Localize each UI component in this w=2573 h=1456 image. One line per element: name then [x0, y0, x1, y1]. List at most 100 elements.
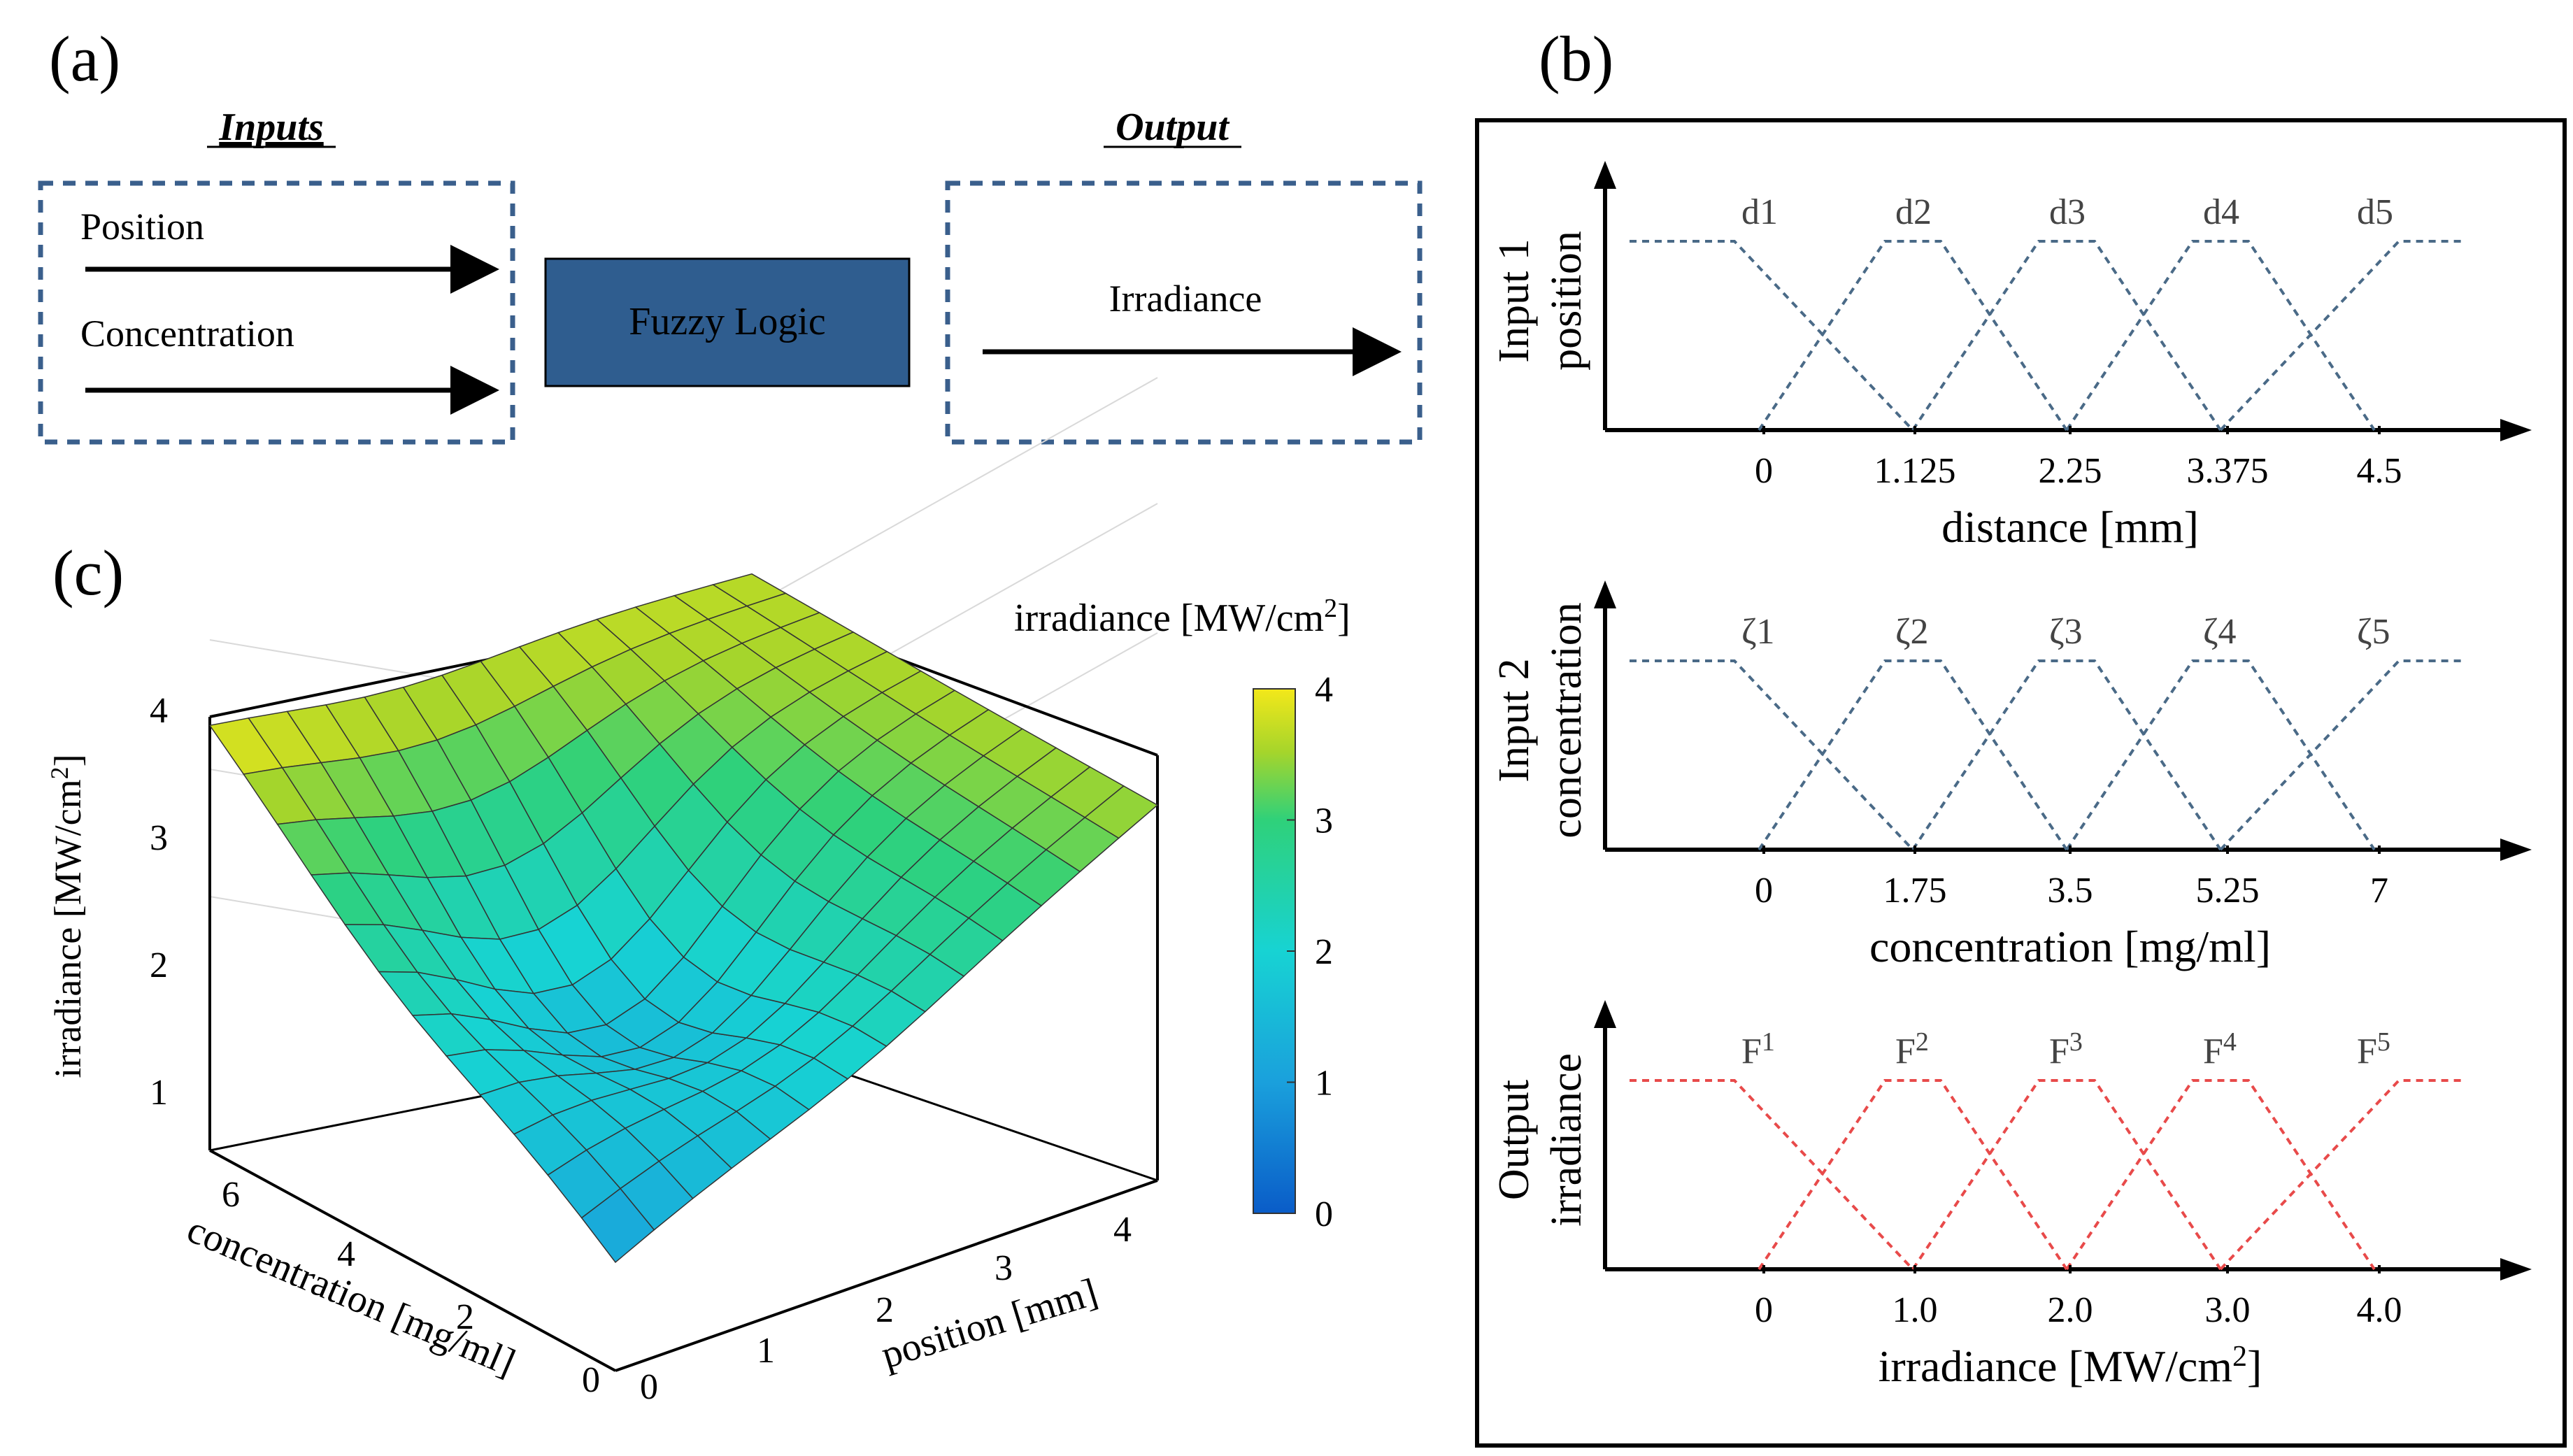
position-tick-label: 1: [757, 1331, 775, 1371]
mf-curve-3: [1911, 240, 2222, 431]
colorbar-tick-label: 4: [1315, 670, 1333, 710]
x-tick-label: 0: [1755, 871, 1773, 911]
set-name-5: d5: [2357, 192, 2393, 232]
x-arrow: [2500, 419, 2532, 441]
membership-plot-1: d1 d2 d3 d4 d5 0 1.125 2.25 3.375 4.5 distance [mm…: [1490, 161, 2532, 552]
set-name-5: F5: [2357, 1027, 2390, 1071]
set-name-4: ζ4: [2203, 612, 2237, 652]
irradiance-surface: [208, 573, 1159, 1264]
z-axis-ticks: 4 3 2 1: [150, 691, 168, 1113]
colorbar-tick-label: 0: [1315, 1194, 1333, 1234]
y-arrow: [1594, 1000, 1616, 1028]
fuzzy-logic-label: Fuzzy Logic: [629, 300, 825, 343]
colorbar-tick-label: 1: [1315, 1064, 1333, 1104]
x-tick-label: 5.25: [2196, 871, 2260, 911]
colorbar-ticks: 4 3 2 1 0: [1287, 670, 1333, 1234]
y-arrow: [1594, 161, 1616, 189]
inputs-box: [38, 180, 515, 445]
mf-curve-3: [1911, 659, 2222, 851]
z-tick-label: 2: [150, 945, 168, 985]
set-name-3: d3: [2049, 192, 2086, 232]
x-tick-label: 3.5: [2048, 871, 2093, 911]
z-tick-label: 3: [150, 818, 168, 858]
concentration-tick-label: 0: [582, 1360, 600, 1400]
x-tick-label: 4.5: [2357, 451, 2402, 491]
mf-curve-5: [2219, 1079, 2462, 1271]
mf-curve-1: [1630, 240, 1914, 431]
mf-curve-1: [1630, 1079, 1914, 1271]
set-name-1: d1: [1741, 192, 1778, 232]
set-name-1: F1: [1741, 1027, 1775, 1071]
x-tick-label: 4.0: [2357, 1290, 2402, 1330]
panel-a: (a) Inputs Output Position Concentration…: [38, 23, 1423, 445]
mf-curve-5: [2219, 240, 2462, 431]
set-name-5: ζ5: [2357, 612, 2390, 652]
x-arrow: [2500, 838, 2532, 861]
set-name-2: d2: [1895, 192, 1932, 232]
x-arrow: [2500, 1258, 2532, 1280]
panel-b-label: (b): [1539, 23, 1613, 94]
inputs-heading: Inputs: [218, 106, 323, 149]
x-tick-label: 2.25: [2039, 451, 2102, 491]
colorbar-title: irradiance [MW/cm2]: [1014, 594, 1350, 640]
mf-curve-2: [1758, 1079, 2068, 1271]
y-axis-label: Input 1 position: [1490, 231, 1590, 371]
y-arrow: [1594, 580, 1616, 608]
panel-b: (b) d1 d2 d3 d4 d5 0 1.125 2.25 3.375 4.5 distance…: [1475, 23, 2567, 1448]
set-name-3: F3: [2049, 1027, 2083, 1071]
panel-a-label: (a): [49, 23, 120, 94]
set-name-1: ζ1: [1741, 612, 1775, 652]
x-axis-label: concentration [mg/ml]: [1869, 922, 2271, 971]
y-axis-label: Output irradiance: [1490, 1053, 1590, 1227]
x-tick-label: 1.0: [1893, 1290, 1938, 1330]
output-item-irradiance: Irradiance: [1109, 278, 1262, 320]
x-tick-label: 3.375: [2187, 451, 2269, 491]
colorbar-tick-label: 3: [1315, 801, 1333, 841]
concentration-tick-label: 2: [456, 1297, 474, 1337]
input-item-position: Position: [80, 206, 204, 248]
panel-c: (c) irradiance [MW/cm2] 4 3 2 1 0: [45, 377, 1350, 1407]
x-tick-label: 1.75: [1883, 871, 1947, 911]
position-tick-label: 2: [876, 1290, 894, 1330]
x-tick-label: 0: [1755, 1290, 1773, 1330]
panel-c-label: (c): [52, 537, 124, 608]
x-tick-label: 1.125: [1874, 451, 1956, 491]
membership-plots: d1 d2 d3 d4 d5 0 1.125 2.25 3.375 4.5 distance [mm…: [1490, 161, 2532, 1391]
output-box: [945, 180, 1423, 445]
set-name-4: d4: [2203, 192, 2239, 232]
set-name-4: F4: [2203, 1027, 2237, 1071]
y-axis-label: Input 2 concentration: [1490, 602, 1590, 838]
concentration-axis-ticks: 6 4 2 0: [222, 1175, 600, 1400]
set-name-2: ζ2: [1895, 612, 1929, 652]
position-tick-label: 0: [640, 1367, 658, 1407]
set-name-3: ζ3: [2049, 612, 2083, 652]
position-tick-label: 4: [1113, 1210, 1132, 1250]
position-axis-ticks: 0 1 2 3 4: [640, 1210, 1132, 1407]
x-tick-label: 0: [1755, 451, 1773, 491]
x-tick-label: 3.0: [2205, 1290, 2251, 1330]
mf-curve-3: [1911, 1079, 2222, 1271]
z-tick-label: 4: [150, 691, 168, 731]
position-tick-label: 3: [995, 1248, 1013, 1288]
concentration-tick-label: 4: [337, 1234, 355, 1274]
input-item-concentration: Concentration: [80, 313, 294, 355]
z-tick-label: 1: [150, 1073, 168, 1113]
membership-plot-2: ζ1 ζ2 ζ3 ζ4 ζ5 0 1.75 3.5 5.25 7 concentration [mg…: [1490, 580, 2532, 971]
fuzzy-logic-block: [544, 257, 911, 387]
mf-curve-5: [2219, 659, 2462, 851]
set-name-2: F2: [1895, 1027, 1929, 1071]
concentration-tick-label: 6: [222, 1175, 240, 1215]
colorbar-tick-label: 2: [1315, 932, 1333, 972]
mf-curve-2: [1758, 240, 2068, 431]
x-axis-label: irradiance [MW/cm2]: [1879, 1341, 2262, 1391]
x-tick-label: 7: [2370, 871, 2388, 911]
z-axis-label: irradiance [MW/cm2]: [45, 754, 89, 1078]
x-tick-label: 2.0: [2048, 1290, 2093, 1330]
position-axis-label: position [mm]: [876, 1271, 1102, 1378]
x-axis-label: distance [mm]: [1941, 502, 2199, 552]
mf-curve-2: [1758, 659, 2068, 851]
mf-curve-1: [1630, 659, 1914, 851]
panel-b-frame: [1475, 118, 2567, 1448]
output-heading: Output: [1116, 106, 1230, 149]
membership-plot-3: F1 F2 F3 F4 F5 0 1.0 2.0 3.0 4.0 irradiance [MW/cm…: [1490, 1000, 2532, 1391]
